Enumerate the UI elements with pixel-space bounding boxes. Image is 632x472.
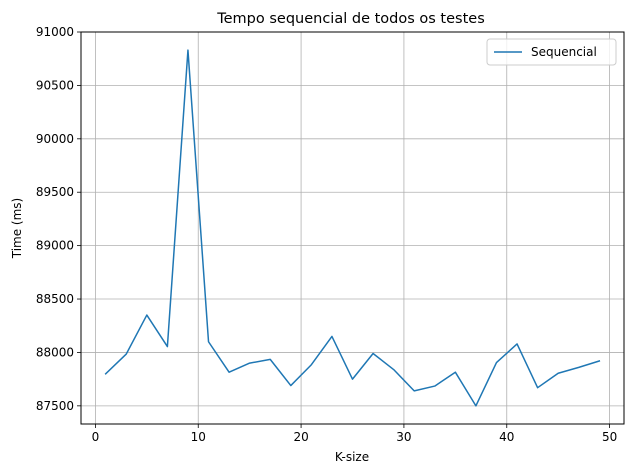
y-tick-label: 90500	[36, 78, 74, 92]
x-axis: 0 10 20 30 40 50	[92, 424, 617, 444]
x-tick-label: 20	[293, 430, 308, 444]
y-tick-label: 88000	[36, 345, 74, 359]
x-tick-label: 0	[92, 430, 100, 444]
y-tick-label: 91000	[36, 25, 74, 39]
x-tick-label: 40	[499, 430, 514, 444]
grid	[81, 31, 624, 424]
x-axis-label: K-size	[335, 450, 369, 464]
series-layer	[104, 49, 601, 407]
legend: Sequencial	[486, 38, 617, 66]
x-tick-label: 10	[191, 430, 206, 444]
y-tick-label: 89500	[36, 185, 74, 199]
y-axis-label: Time (ms)	[10, 198, 24, 260]
y-tick-label: 87500	[36, 399, 74, 413]
y-tick-label: 88500	[36, 292, 74, 306]
x-tick-label: 50	[602, 430, 617, 444]
x-tick-label: 30	[396, 430, 411, 444]
legend-label: Sequencial	[531, 45, 597, 59]
plot-frame	[80, 31, 625, 425]
y-axis: 87500 88000 88500 89000 89500 90000 90500 91000	[36, 25, 81, 413]
legend-box	[486, 38, 617, 66]
chart-title: Tempo sequencial de todos os testes	[216, 11, 485, 27]
y-tick-label: 90000	[36, 132, 74, 146]
y-tick-label: 89000	[36, 239, 74, 253]
